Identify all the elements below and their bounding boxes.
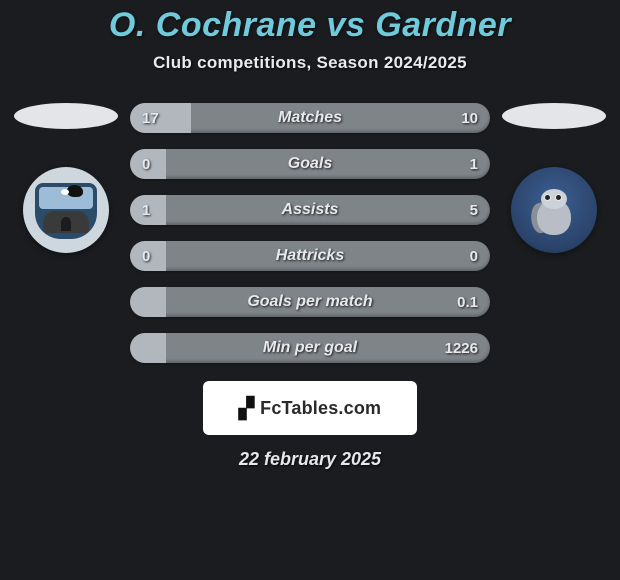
left-player-column: [6, 103, 126, 253]
left-club-badge: [23, 167, 109, 253]
left-badge-arch-icon: [43, 211, 89, 233]
left-player-photo-placeholder: [14, 103, 118, 129]
brand-text: FcTables.com: [260, 398, 381, 419]
stat-label: Matches: [130, 109, 490, 127]
left-badge-bird-icon: [67, 185, 83, 197]
stat-right-value: 5: [470, 202, 478, 219]
stat-row-assists: 1Assists5: [130, 195, 490, 225]
brand-badge: ▞ FcTables.com: [203, 381, 417, 435]
owl-eye-right-icon: [555, 194, 562, 201]
right-club-badge: [511, 167, 597, 253]
right-badge-owl-icon: [529, 189, 579, 237]
stat-row-min_per_goal: Min per goal1226: [130, 333, 490, 363]
right-player-column: [494, 103, 614, 253]
comparison-card: O. Cochrane vs Gardner Club competitions…: [0, 0, 620, 580]
stat-row-matches: 17Matches10: [130, 103, 490, 133]
stat-row-goals_per_match: Goals per match0.1: [130, 287, 490, 317]
brand-chart-icon: ▞: [239, 396, 254, 421]
main-row: 17Matches100Goals11Assists50Hattricks0Go…: [0, 103, 620, 363]
stat-row-hattricks: 0Hattricks0: [130, 241, 490, 271]
stat-right-value: 0: [470, 248, 478, 265]
stat-bars: 17Matches100Goals11Assists50Hattricks0Go…: [130, 103, 490, 363]
stat-right-value: 0.1: [457, 294, 478, 311]
page-subtitle: Club competitions, Season 2024/2025: [153, 53, 467, 73]
date-label: 22 february 2025: [239, 449, 381, 470]
page-title: O. Cochrane vs Gardner: [109, 6, 511, 45]
stat-label: Hattricks: [130, 247, 490, 265]
stat-right-value: 1: [470, 156, 478, 173]
owl-eye-left-icon: [544, 194, 551, 201]
stat-label: Assists: [130, 201, 490, 219]
stat-label: Min per goal: [130, 339, 490, 357]
stat-right-value: 1226: [445, 340, 478, 357]
stat-row-goals: 0Goals1: [130, 149, 490, 179]
right-player-photo-placeholder: [502, 103, 606, 129]
stat-label: Goals per match: [130, 293, 490, 311]
stat-label: Goals: [130, 155, 490, 173]
stat-right-value: 10: [461, 110, 478, 127]
